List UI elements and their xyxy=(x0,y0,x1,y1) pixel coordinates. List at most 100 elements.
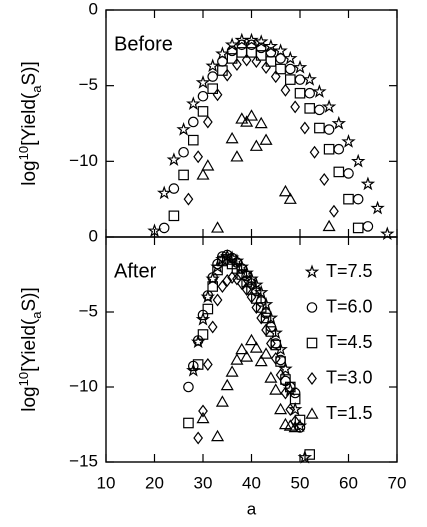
marker xyxy=(294,87,306,99)
marker xyxy=(176,121,191,136)
marker xyxy=(196,411,210,424)
marker xyxy=(312,84,327,98)
marker xyxy=(261,61,271,75)
marker xyxy=(230,353,244,365)
marker xyxy=(236,276,247,291)
marker xyxy=(232,57,242,71)
x-tick-label: 40 xyxy=(242,473,261,492)
marker xyxy=(241,282,252,297)
marker xyxy=(294,414,306,426)
marker xyxy=(297,449,313,464)
marker xyxy=(217,279,228,294)
marker xyxy=(275,53,286,64)
marker xyxy=(304,449,315,460)
marker xyxy=(251,54,262,68)
marker xyxy=(240,115,254,127)
marker xyxy=(201,159,215,171)
y-axis-label-part: [Yield( xyxy=(19,92,40,146)
marker xyxy=(197,90,209,102)
marker xyxy=(147,223,162,238)
marker xyxy=(232,272,242,286)
marker xyxy=(323,143,335,155)
marker xyxy=(360,176,376,191)
marker xyxy=(331,115,347,130)
marker xyxy=(283,192,297,204)
legend-marker xyxy=(304,264,320,279)
marker xyxy=(192,359,204,370)
marker xyxy=(197,106,209,117)
marker xyxy=(217,56,228,67)
marker xyxy=(350,153,366,168)
marker xyxy=(319,172,330,186)
y-axis-label-part: log xyxy=(19,386,40,411)
marker xyxy=(280,83,291,97)
marker xyxy=(249,341,263,353)
y-tick-label: −10 xyxy=(69,151,98,170)
marker xyxy=(285,402,296,417)
marker xyxy=(158,222,170,234)
marker xyxy=(202,115,213,129)
marker xyxy=(240,350,254,362)
marker xyxy=(275,356,286,367)
marker xyxy=(224,37,240,51)
marker xyxy=(207,281,218,292)
y-tick-label: −10 xyxy=(69,376,98,395)
x-tick-label: 20 xyxy=(145,473,164,492)
marker xyxy=(215,395,229,407)
x-tick-label: 70 xyxy=(388,473,407,492)
marker xyxy=(166,152,182,166)
legend-marker xyxy=(306,302,318,313)
marker xyxy=(235,112,249,124)
marker xyxy=(278,361,293,376)
legend-marker xyxy=(306,337,318,349)
marker xyxy=(193,150,204,164)
marker xyxy=(198,404,208,418)
marker xyxy=(202,303,214,315)
marker xyxy=(264,371,278,383)
marker xyxy=(333,166,345,178)
marker xyxy=(207,320,218,334)
marker xyxy=(278,417,292,430)
marker xyxy=(259,347,273,359)
y-tick-label: −5 xyxy=(79,301,98,320)
marker xyxy=(244,333,259,346)
marker xyxy=(352,222,364,234)
marker xyxy=(217,65,228,76)
y-axis-label-part: a xyxy=(29,311,44,319)
y-axis-label-part: S)] xyxy=(19,287,40,311)
marker xyxy=(266,336,276,351)
marker xyxy=(289,393,301,405)
marker xyxy=(370,200,385,215)
marker xyxy=(380,226,395,241)
marker xyxy=(265,326,277,337)
legend-label: T=1.5 xyxy=(326,403,373,423)
marker xyxy=(183,192,194,206)
marker xyxy=(299,121,310,135)
marker xyxy=(269,383,283,395)
marker xyxy=(278,184,292,197)
marker xyxy=(212,293,223,307)
y-tick-label: 0 xyxy=(89,0,98,18)
marker xyxy=(168,183,180,194)
x-tick-label: 10 xyxy=(97,473,116,492)
marker xyxy=(302,72,317,86)
marker xyxy=(292,59,308,74)
marker xyxy=(329,204,339,218)
y-tick-label: 0 xyxy=(89,226,98,245)
y-axis-label-part: 10 xyxy=(16,146,31,160)
marker xyxy=(275,368,286,382)
marker xyxy=(270,339,282,351)
marker xyxy=(244,109,259,121)
marker xyxy=(246,290,257,304)
marker xyxy=(235,342,249,355)
y-axis-label-part: [Yield( xyxy=(19,318,40,372)
legend-label: T=7.5 xyxy=(326,261,373,281)
marker xyxy=(230,150,244,162)
marker xyxy=(244,32,259,47)
marker xyxy=(197,329,209,340)
marker xyxy=(196,168,210,180)
marker xyxy=(309,145,320,159)
marker xyxy=(211,221,225,233)
x-tick-label: 30 xyxy=(194,473,213,492)
marker xyxy=(178,146,189,158)
